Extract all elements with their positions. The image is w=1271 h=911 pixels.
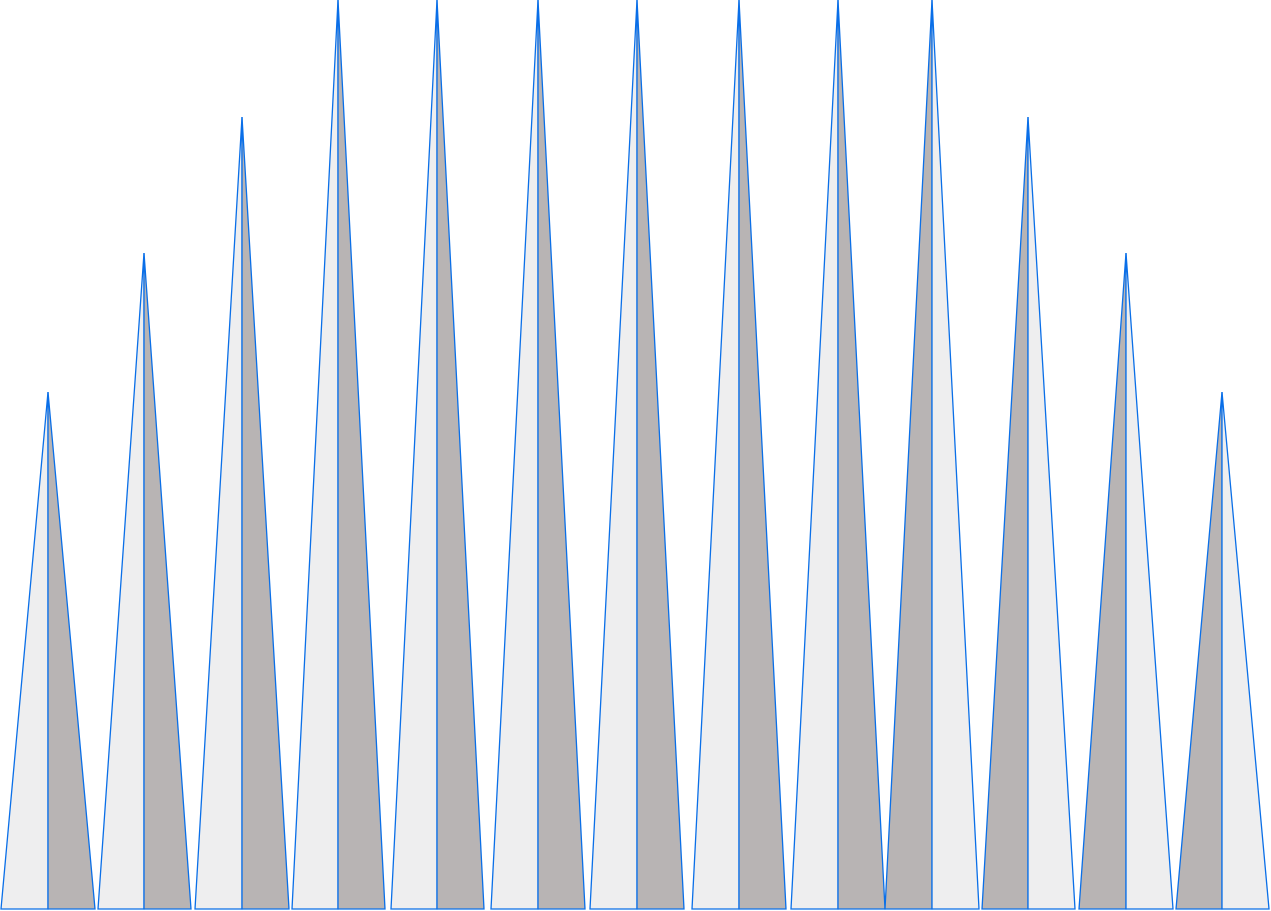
spike-right-half — [47, 391, 96, 910]
spike — [291, 0, 386, 910]
spike-right-half — [1125, 252, 1174, 910]
spike-left-half — [589, 0, 638, 910]
spike — [490, 0, 586, 910]
spike-right-half — [436, 0, 485, 910]
spike-left-half — [0, 391, 49, 910]
spike-right-half — [738, 0, 787, 910]
spike-right-half — [931, 0, 980, 910]
spike-right-half — [1221, 391, 1270, 910]
spike — [790, 0, 886, 910]
spike-left-half — [884, 0, 933, 910]
spike-right-half — [636, 0, 685, 910]
spike — [194, 116, 290, 910]
spike-left-half — [1078, 252, 1127, 910]
spike-left-half — [194, 116, 243, 910]
spike — [97, 252, 192, 910]
spike — [589, 0, 685, 910]
spike-right-half — [537, 0, 586, 910]
spike-left-half — [390, 0, 438, 910]
spike — [981, 116, 1076, 910]
spike-right-half — [837, 0, 886, 910]
spike — [390, 0, 485, 910]
spike-right-half — [1027, 116, 1076, 910]
spike-right-half — [337, 0, 386, 910]
spike-right-half — [241, 116, 290, 910]
spike-left-half — [291, 0, 339, 910]
spike — [884, 0, 980, 910]
spike-left-half — [691, 0, 740, 910]
spike-left-half — [790, 0, 839, 910]
spike-left-half — [1175, 391, 1223, 910]
spike — [1078, 252, 1174, 910]
spike — [0, 391, 96, 910]
spike-left-half — [981, 116, 1029, 910]
spike — [1175, 391, 1270, 910]
spike-right-half — [143, 252, 192, 910]
spike — [691, 0, 787, 910]
spike-left-half — [490, 0, 539, 910]
spike-left-half — [97, 252, 145, 910]
